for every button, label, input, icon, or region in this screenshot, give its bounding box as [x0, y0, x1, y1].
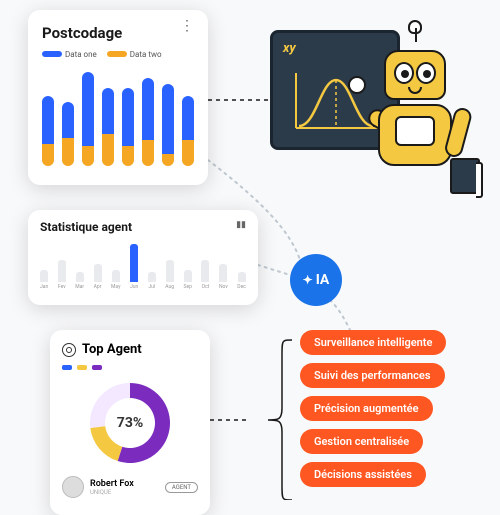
legend-dot [62, 365, 72, 370]
avatar [62, 476, 84, 498]
robot-illustration: xy [270, 20, 475, 200]
month-bar: Fev [58, 260, 66, 290]
bar-column [162, 84, 174, 166]
postcodage-legend: Data one Data two [42, 50, 194, 59]
legend-swatch-one [42, 51, 62, 57]
month-bar: Mar [75, 272, 84, 290]
legend-dot [92, 365, 102, 370]
ia-label: IA [316, 272, 330, 288]
bar-column [142, 78, 154, 166]
bar-column [122, 88, 134, 166]
agent-name: Robert Fox [90, 479, 134, 489]
statistique-agent-card: Statistique agent ▮▮ JanFevMarAprMayJunJ… [28, 210, 258, 305]
month-bar: Nov [219, 264, 228, 290]
bar-column [182, 96, 194, 166]
month-bar: Jul [148, 272, 156, 290]
feature-pills: Surveillance intelligente Suivi des perfo… [300, 330, 446, 487]
donut-center-value: 73% [85, 378, 175, 468]
board-xy-label: xy [283, 41, 296, 56]
month-bar: Dec [237, 272, 246, 290]
bar-column [42, 96, 54, 166]
month-bar: Aug [165, 260, 174, 290]
kebab-menu-icon[interactable]: ⋮ [180, 24, 194, 28]
bar-column [82, 72, 94, 166]
feature-pill: Suivi des performances [300, 363, 445, 388]
robot-body [360, 50, 470, 166]
legend-label-two: Data two [130, 50, 162, 59]
feature-pill: Gestion centralisée [300, 429, 423, 454]
top-agent-card: Top Agent 73% Robert Fox UNIQUE AGENT [50, 330, 210, 515]
bar-column [102, 88, 114, 166]
infographic-canvas: Postcodage ⋮ Data one Data two Statistiq… [0, 0, 500, 500]
feature-pill: Précision augmentée [300, 396, 433, 421]
legend-swatch-two [107, 51, 127, 57]
robot-hand-left [348, 76, 366, 94]
top-agent-legend [62, 365, 198, 370]
feature-pill: Décisions assistées [300, 462, 426, 487]
month-bar: Oct [201, 260, 209, 290]
target-icon [62, 343, 76, 357]
month-bar: Jan [40, 270, 48, 290]
sparkle-icon: ✦ [303, 273, 313, 287]
ia-badge: ✦ IA [290, 254, 342, 306]
statistique-bars: Jan Fev Mar Apr May Jun Jul Aug Sep Oct Nov Dec [40, 240, 246, 290]
statistique-title: Statistique agent [40, 220, 246, 234]
agent-subtitle: UNIQUE [90, 489, 134, 496]
month-bar: May [111, 270, 120, 290]
month-bar: Sep [184, 270, 192, 290]
legend-dot [77, 365, 87, 370]
agent-row[interactable]: Robert Fox UNIQUE AGENT [62, 476, 198, 498]
top-agent-title: Top Agent [82, 342, 142, 357]
bar-column [62, 102, 74, 166]
bar-chart-icon[interactable]: ▮▮ [236, 220, 246, 230]
month-bar: Apr [94, 264, 102, 290]
book-icon [450, 158, 480, 194]
legend-label-one: Data one [65, 50, 97, 59]
postcodage-title: Postcodage [42, 24, 194, 42]
postcodage-bars [42, 71, 194, 166]
agent-tag: AGENT [165, 482, 198, 493]
donut-chart: 73% [85, 378, 175, 468]
postcodage-card: Postcodage ⋮ Data one Data two [28, 10, 208, 185]
feature-pill: Surveillance intelligente [300, 330, 446, 355]
month-bar: Jun [130, 244, 138, 290]
